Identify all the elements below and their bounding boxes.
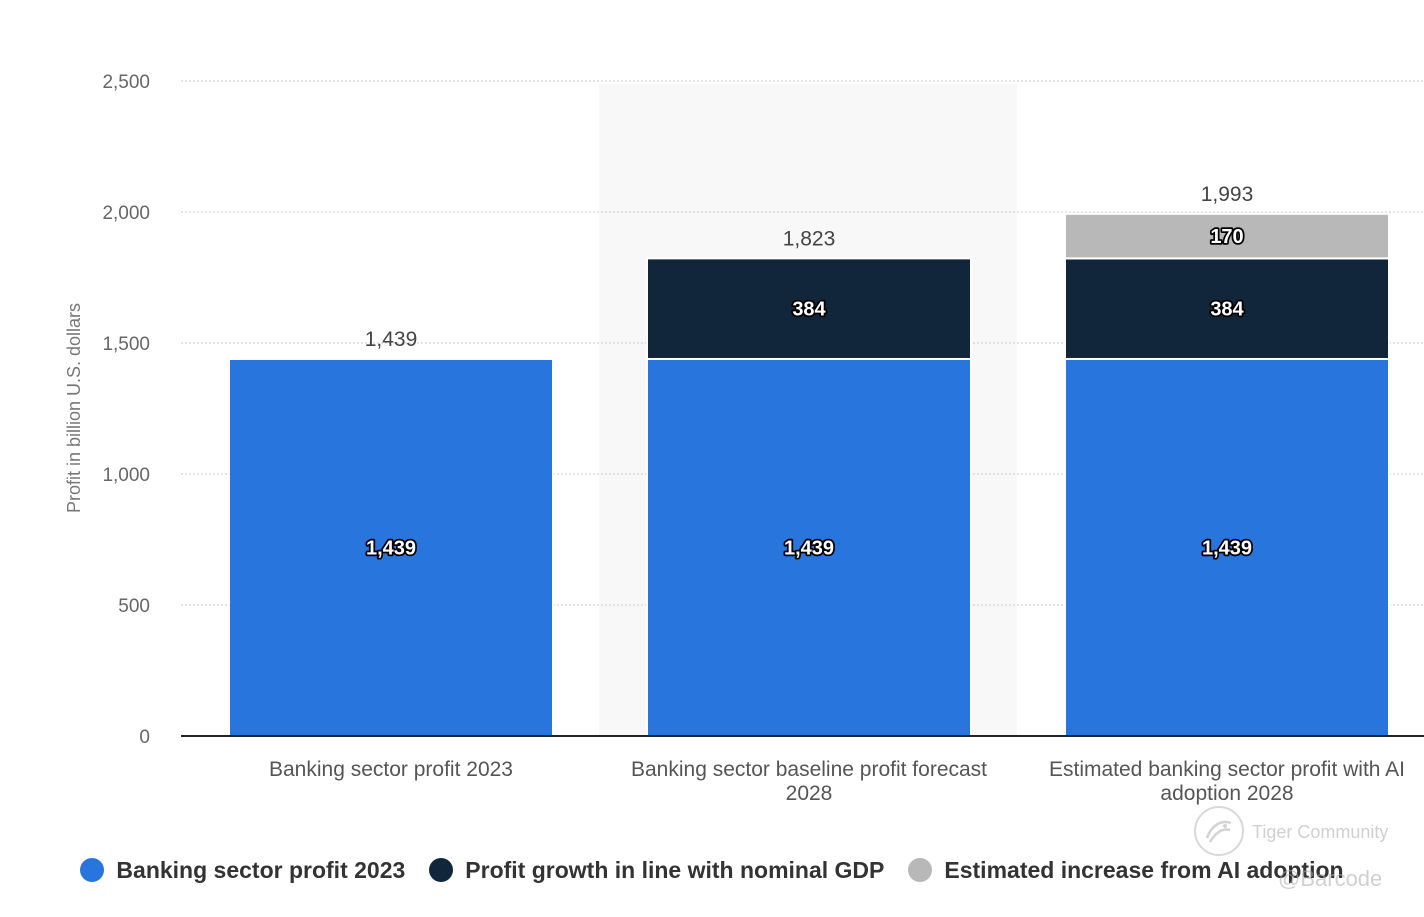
legend-label: Estimated increase from AI adoption [944, 856, 1344, 883]
legend: Banking sector profit 2023 Profit growth… [0, 852, 1424, 888]
bar-segment [1064, 212, 1390, 260]
bar-segment [228, 357, 554, 737]
x-category-label: Estimated banking sector profit with AI [1049, 758, 1405, 781]
bar-total-label: 1,823 [783, 227, 836, 250]
y-tick-label: 2,500 [102, 72, 150, 93]
bar-segment-label: 1,439 [784, 537, 834, 559]
y-axis-title: Profit in billion U.S. dollars [64, 303, 84, 513]
legend-marker-gray [908, 858, 933, 882]
bar-segment-label: 384 [792, 299, 826, 321]
legend-item-banking-profit-2023[interactable]: Banking sector profit 2023 [80, 857, 405, 884]
legend-label: Profit growth in line with nominal GDP [465, 856, 885, 883]
legend-item-ai-adoption[interactable]: Estimated increase from AI adoption [908, 856, 1344, 884]
y-tick-label: 1,000 [102, 465, 150, 486]
bar-total-label: 1,993 [1201, 183, 1254, 206]
legend-label: Banking sector profit 2023 [116, 856, 406, 883]
bar-segment-label: 1,439 [366, 537, 416, 559]
legend-marker-navy [429, 858, 454, 882]
y-tick-label: 500 [118, 596, 150, 617]
bar-segment-label: 1,439 [1202, 537, 1252, 559]
bar-segment [646, 357, 972, 737]
x-category-label: Banking sector profit 2023 [269, 758, 513, 781]
y-tick-label: 1,500 [102, 334, 150, 355]
y-tick-label: 2,000 [102, 203, 150, 224]
bar-segment [646, 257, 972, 360]
bar-segment [1064, 257, 1390, 360]
legend-item-profit-growth-gdp[interactable]: Profit growth in line with nominal GDP [429, 857, 884, 884]
bar-segment-label: 170 [1210, 226, 1243, 248]
bar-segment-label: 384 [1210, 299, 1244, 321]
legend-marker-blue [80, 858, 105, 882]
x-category-label: 2028 [786, 782, 833, 805]
x-category-label: adoption 2028 [1160, 782, 1293, 805]
y-tick-label: 0 [139, 727, 150, 748]
bar-total-label: 1,439 [365, 328, 418, 351]
x-category-label: Banking sector baseline profit forecast [631, 758, 987, 781]
